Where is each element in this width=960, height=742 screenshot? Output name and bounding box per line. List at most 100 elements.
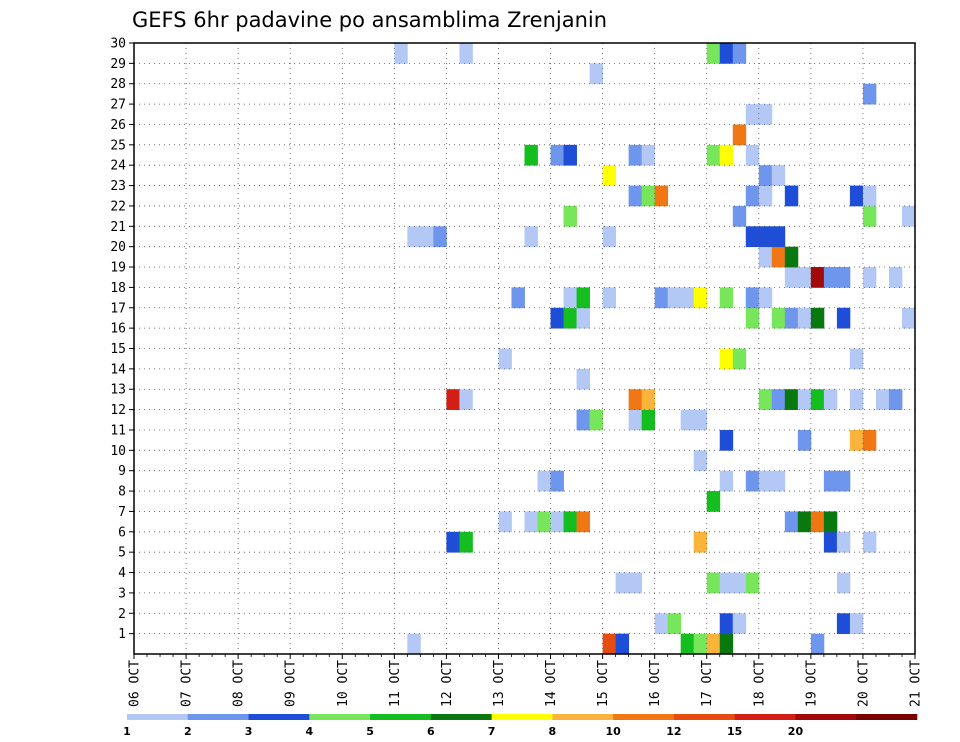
y-tick-label-30: 30 [110, 37, 126, 52]
cell-141 [589, 63, 603, 85]
cell-98 [810, 267, 825, 288]
cell-100 [836, 267, 851, 288]
cell-127 [758, 165, 773, 186]
cell-114 [563, 205, 577, 227]
x-tick-label-4: 10 OCT [336, 660, 351, 707]
y-tick-label-22: 22 [110, 199, 126, 214]
cell-40 [719, 470, 734, 492]
y-tick-label-2: 2 [118, 607, 126, 622]
x-tick-label-0: 06 OCT [128, 660, 143, 707]
cell-83 [836, 307, 851, 329]
cell-97 [797, 267, 812, 288]
x-tick-label-9: 15 OCT [596, 660, 611, 707]
cell-86 [563, 287, 577, 309]
cell-37 [706, 491, 721, 512]
y-tick-label-28: 28 [110, 77, 126, 92]
cell-96 [784, 267, 799, 288]
color-legend: 1 2 3 4 5 6 7 8 10 12 15 20 [123, 714, 918, 738]
cell-66 [823, 389, 838, 410]
legend-swatch-8 [613, 714, 675, 720]
cell-70 [576, 368, 590, 390]
legend-swatch-2 [248, 714, 310, 720]
cell-65 [810, 389, 825, 410]
cell-53 [628, 409, 643, 431]
legend-label-11: 20 [788, 725, 804, 738]
cell-89 [654, 287, 669, 309]
cell-117 [901, 205, 916, 227]
cell-61 [758, 389, 773, 410]
y-tick-label-23: 23 [110, 179, 126, 194]
x-tick-label-2: 08 OCT [232, 660, 247, 707]
cell-125 [862, 185, 877, 207]
cell-101 [862, 267, 877, 288]
cell-120 [654, 185, 669, 207]
legend-swatch-7 [552, 714, 614, 720]
cell-142 [394, 43, 408, 64]
legend-swatch-12 [856, 714, 918, 720]
cell-88 [602, 287, 617, 309]
legend-label-4: 5 [366, 725, 374, 738]
cell-144 [706, 43, 721, 64]
cell-111 [745, 226, 760, 248]
cell-50 [862, 429, 877, 451]
y-tick-label-12: 12 [110, 403, 126, 418]
cell-26 [862, 531, 877, 553]
cell-13 [849, 613, 864, 635]
cell-139 [758, 104, 773, 125]
cell-38 [537, 470, 551, 492]
cell-20 [836, 572, 851, 594]
cell-136 [745, 144, 760, 166]
cell-74 [849, 348, 864, 370]
x-tick-label-14: 20 OCT [856, 660, 871, 707]
cell-14 [615, 572, 630, 594]
cell-3 [680, 633, 695, 655]
legend-swatch-0 [127, 714, 189, 720]
cell-45 [836, 470, 851, 492]
cell-104 [771, 246, 786, 268]
cell-123 [784, 185, 799, 207]
legend-label-1: 2 [184, 725, 192, 738]
legend-swatch-9 [673, 714, 735, 720]
cell-15 [628, 572, 643, 594]
cell-81 [797, 307, 812, 329]
cell-145 [719, 43, 734, 64]
x-tick-label-13: 19 OCT [804, 660, 819, 707]
cell-41 [745, 470, 760, 492]
cell-59 [628, 389, 643, 410]
y-tick-label-3: 3 [118, 586, 126, 601]
legend-swatch-1 [187, 714, 249, 720]
y-tick-label-13: 13 [110, 383, 126, 398]
cell-93 [719, 287, 734, 309]
cell-16 [706, 572, 721, 594]
y-tick-label-7: 7 [118, 505, 126, 520]
y-tick-label-4: 4 [118, 566, 126, 581]
cell-95 [758, 287, 773, 309]
cell-63 [784, 389, 799, 410]
cell-140 [862, 83, 877, 105]
y-tick-label-5: 5 [118, 546, 126, 561]
cell-80 [784, 307, 799, 329]
cell-51 [576, 409, 590, 431]
cell-39 [550, 470, 564, 492]
cell-131 [563, 144, 577, 166]
legend-swatch-4 [370, 714, 432, 720]
legend-label-9: 12 [666, 725, 681, 738]
cell-79 [771, 307, 786, 329]
cell-138 [745, 104, 760, 125]
y-tick-label-18: 18 [110, 281, 126, 296]
cell-44 [823, 470, 838, 492]
cell-84 [901, 307, 916, 329]
y-tick-label-15: 15 [110, 342, 126, 357]
y-tick-label-29: 29 [110, 57, 126, 72]
cell-90 [667, 287, 682, 309]
y-tick-label-26: 26 [110, 118, 126, 133]
cell-22 [459, 531, 473, 553]
x-tick-label-12: 18 OCT [752, 660, 767, 707]
cell-43 [771, 470, 786, 492]
y-tick-label-25: 25 [110, 138, 126, 153]
cell-1 [602, 633, 617, 655]
x-tick-label-15: 21 OCT [909, 660, 924, 707]
cell-47 [719, 429, 734, 451]
legend-label-2: 3 [245, 725, 253, 738]
cell-56 [693, 409, 708, 431]
